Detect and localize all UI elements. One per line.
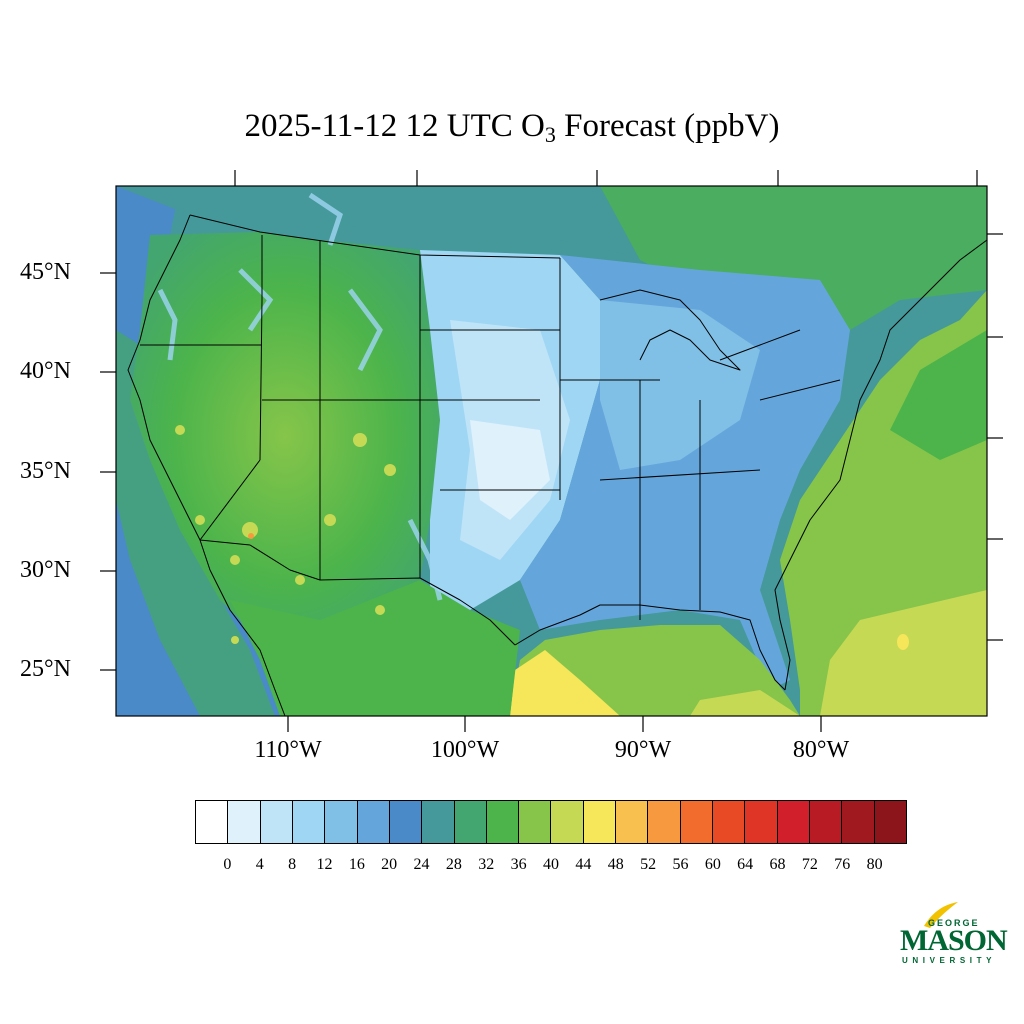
colorbar-tick-label: 40 [543,856,559,873]
ozone-field [116,186,987,716]
mexico-region [230,580,520,716]
colorbar-cell [777,801,810,843]
title-subscript: 3 [544,122,556,147]
left-ticks [100,272,116,671]
colorbar-cell [648,801,681,843]
colorbar-cell [260,801,293,843]
logo-university: UNIVERSITY [902,956,997,965]
west-hotspots [175,425,396,644]
colorbar-tick-label: 64 [737,856,754,873]
lon-label-110w: 110°W [254,737,322,763]
lat-label-45: 45°N [20,259,71,285]
colorbar-cell [519,801,552,843]
colorbar-cell [422,801,455,843]
colorbar-tick-label: 8 [288,856,297,873]
atlantic-north-green [890,330,987,460]
gmu-logo: GEORGE MASON UNIVERSITY [898,900,1008,970]
borders [127,214,988,717]
colorbar-cell [713,801,746,843]
map-title: 2025-11-12 12 UTC O3 Forecast (ppbV) [0,108,1024,148]
title-main: 2025-11-12 12 UTC O [244,108,545,144]
plains-white-core [470,420,550,520]
pacific-coastal-band [116,330,275,716]
gulf-yellowgreen-patch [690,690,800,716]
right-ticks [987,233,1003,641]
colorbar-tick-label: 4 [255,856,264,873]
canada-east-green [600,186,987,330]
logo-leaf-icon [924,902,958,928]
colorbar-cell [228,801,261,843]
top-ticks [234,170,978,186]
bottom-ticks [287,716,822,732]
lon-label-90w: 90°W [614,737,672,763]
caribbean-yellowgreen [820,590,987,716]
colorbar-tick-label: 20 [381,856,398,873]
logo-mason: MASON [900,924,1008,957]
colorbar-cell [680,801,713,843]
colorbar-cell [292,801,326,843]
colorbar-tick-label: 76 [834,856,851,873]
colorbar-cell [745,801,778,843]
lat-label-30: 30°N [20,557,71,583]
western-us [130,232,440,640]
colorbar-cell [809,801,843,843]
colorbar-tick-label: 80 [866,856,883,873]
colorbar-tick-label: 24 [413,856,430,873]
colorbar-tick-label: 12 [316,856,333,873]
colorbar-cell [874,801,906,843]
lat-label-40: 40°N [20,358,71,384]
colorbar-tick-label: 56 [672,856,689,873]
lat-label-25: 25°N [20,656,71,682]
colorbar-cell [616,801,649,843]
colorbar-cell [389,801,423,843]
gulf-yellow-patch [510,650,620,716]
colorbar-tick-label: 48 [607,856,624,873]
colorbar-tick-label: 32 [478,856,495,873]
lon-label-100w: 100°W [430,737,500,763]
colorbar-tick-label: 60 [704,856,721,873]
colorbar-tick-label: 16 [348,856,365,873]
colorbar-tick-label: 68 [769,856,786,873]
colorbar-cell [842,801,875,843]
logo-george: GEORGE [928,918,980,928]
lat-label-35: 35°N [20,458,71,484]
lon-label-80w: 80°W [792,737,850,763]
title-rest: Forecast (ppbV) [555,108,780,144]
colorbar [195,800,907,844]
colorbar-cell [583,801,617,843]
colorbar-cell [454,801,487,843]
west-orange-spot [248,533,254,539]
colorbar-tick-label: 36 [510,856,527,873]
caribbean-yellow-spot [897,634,909,650]
colorbar-cell [486,801,520,843]
colorbar-cell [357,801,390,843]
map-frame [115,185,988,717]
colorbar-tick-label: 52 [640,856,657,873]
colorbar-tick-label: 44 [575,856,592,873]
colorbar-cell [325,801,358,843]
colorbar-cell [551,801,584,843]
colorbar-tick-label: 28 [445,856,462,873]
colorbar-cell [196,801,229,843]
colorbar-tick-label: 72 [801,856,818,873]
colorbar-tick-label: 0 [223,856,232,873]
